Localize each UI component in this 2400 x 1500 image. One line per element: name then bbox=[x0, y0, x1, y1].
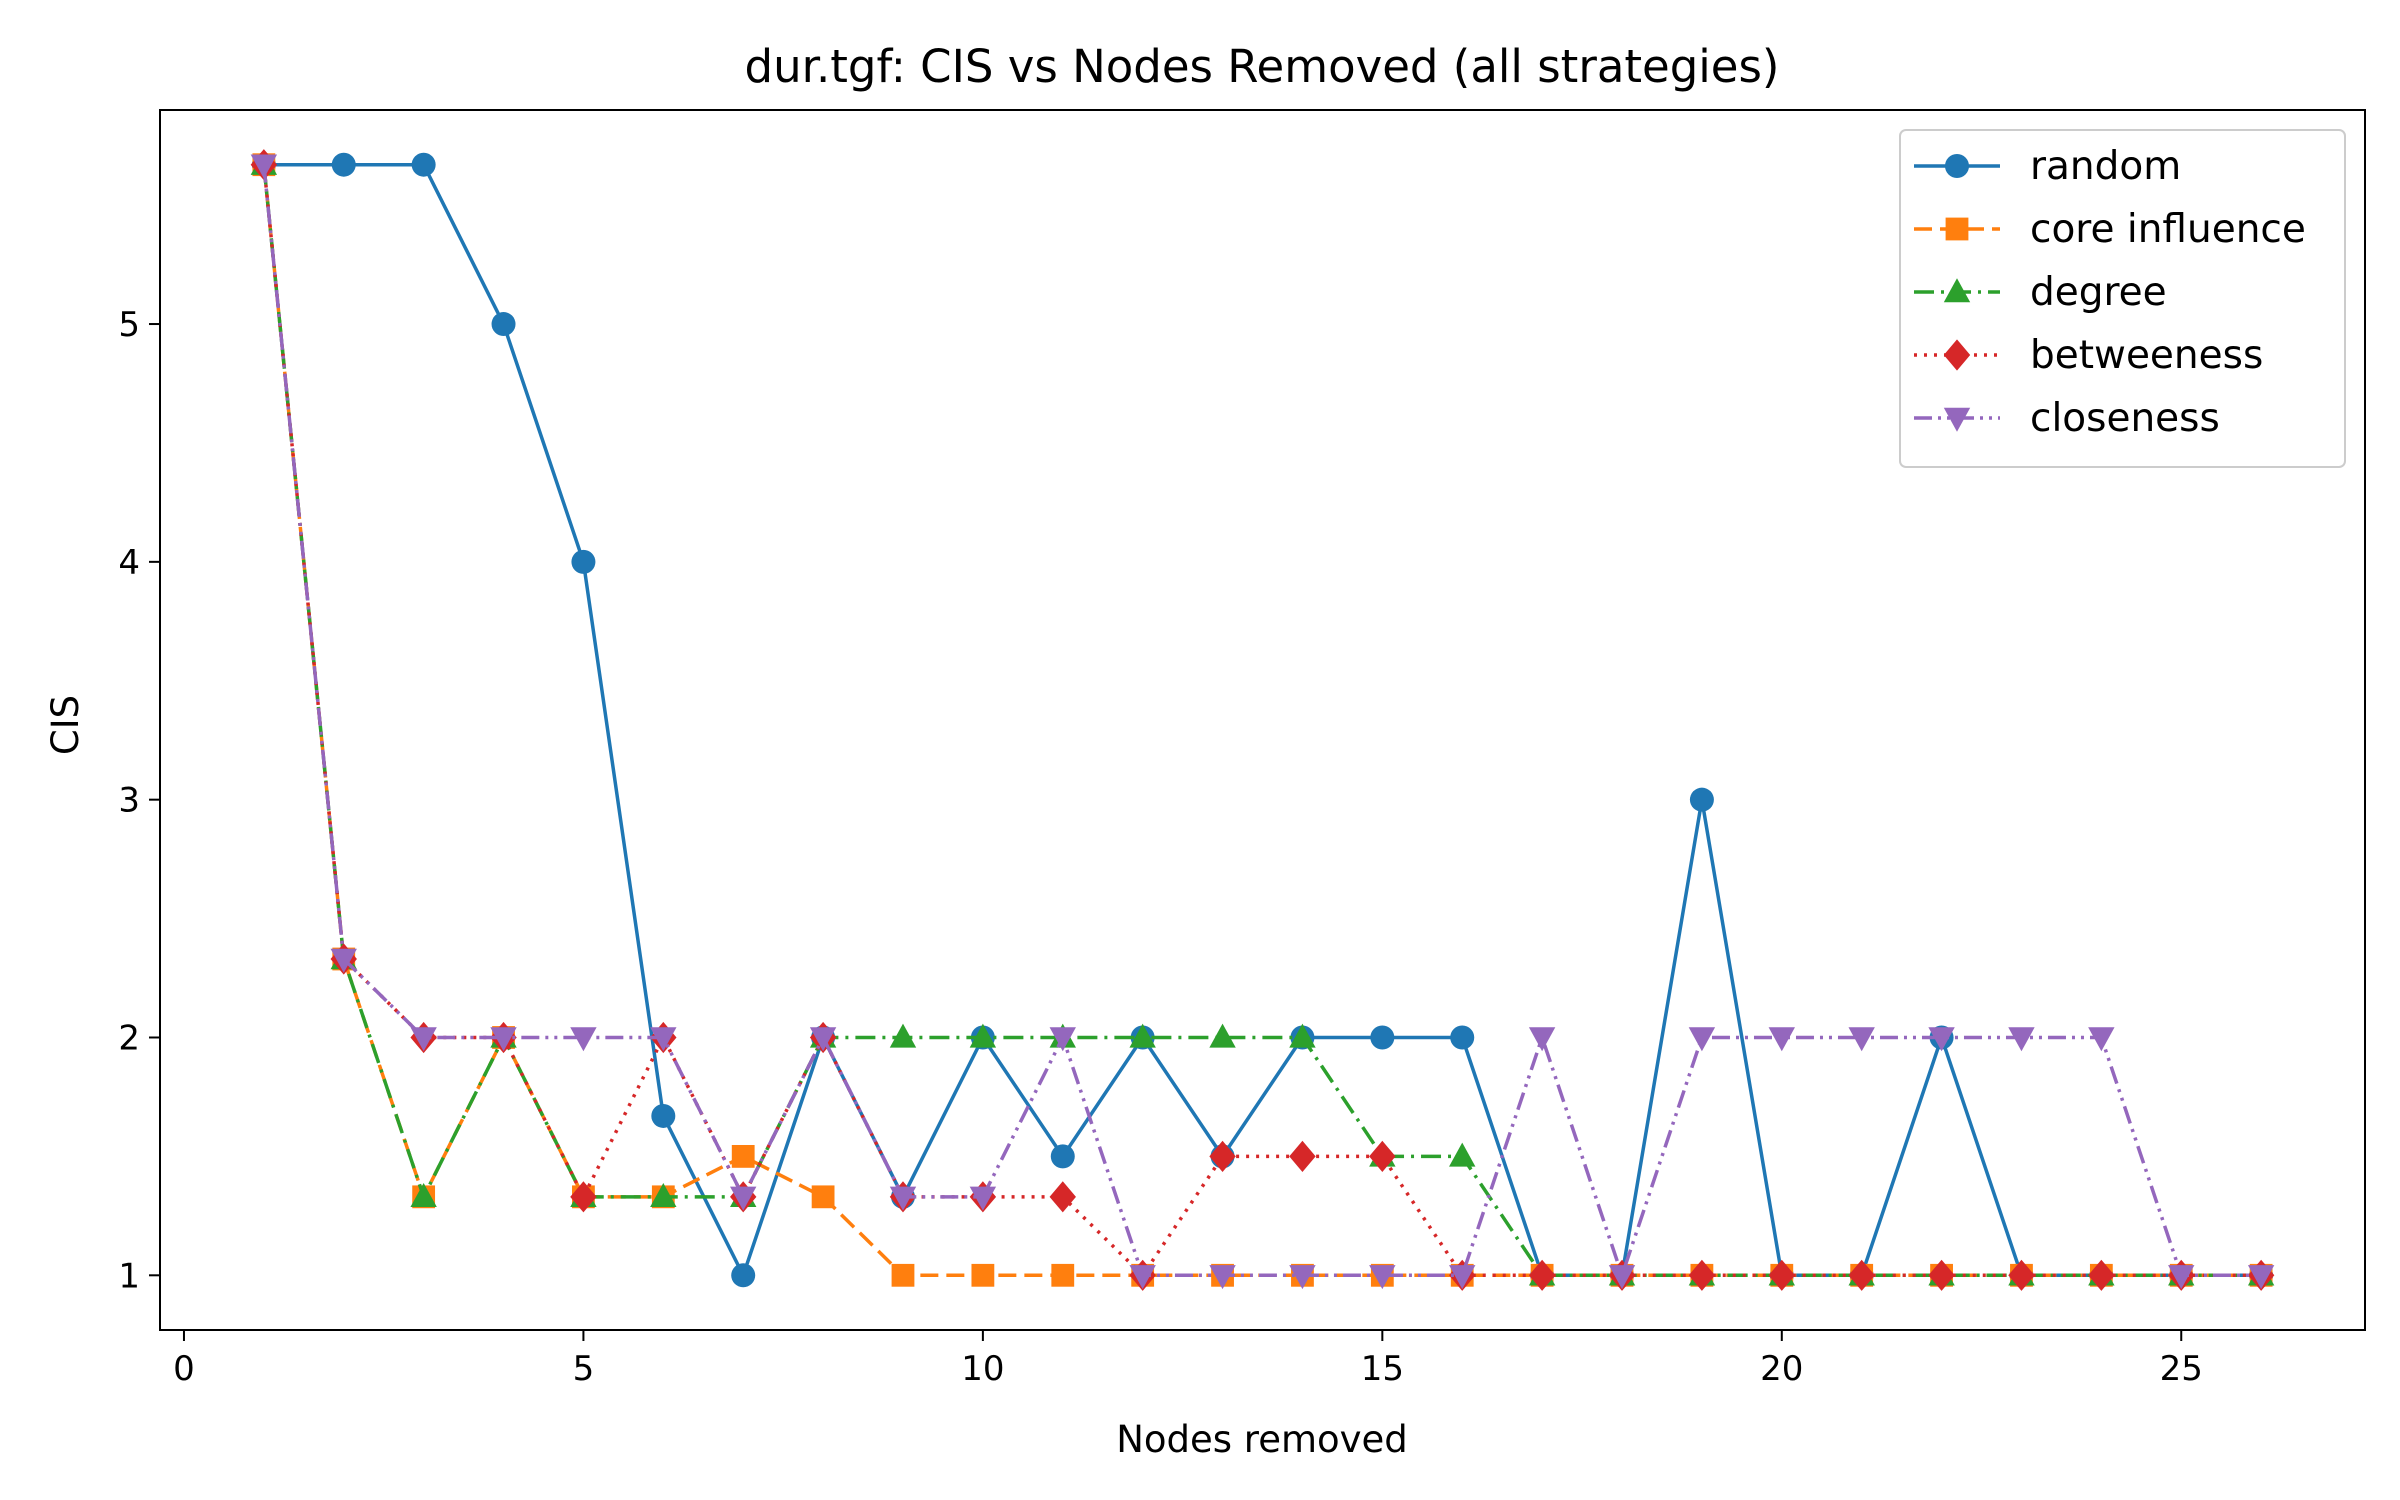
data-point-betweeness bbox=[1369, 1140, 1396, 1172]
legend-marker-core-influence bbox=[1945, 217, 1969, 241]
plot-area: 0 5 10 15 20 25 1 2 3 4 5 bbox=[118, 109, 2366, 1389]
data-point-random bbox=[651, 1103, 676, 1128]
data-point-closeness bbox=[490, 1027, 517, 1052]
data-point-closeness bbox=[410, 1027, 437, 1052]
data-point-closeness bbox=[2008, 1027, 2035, 1052]
data-point-degree bbox=[650, 1183, 677, 1208]
data-point-random bbox=[491, 312, 516, 337]
data-point-core-influence bbox=[811, 1185, 835, 1209]
y-axis-label: CIS bbox=[44, 695, 87, 755]
data-point-betweeness bbox=[1928, 1259, 1955, 1291]
data-point-random bbox=[1450, 1025, 1475, 1050]
x-tick-label: 10 bbox=[961, 1349, 1004, 1389]
data-point-betweeness bbox=[1768, 1259, 1795, 1291]
data-point-closeness bbox=[1449, 1265, 1476, 1290]
data-point-closeness bbox=[809, 1027, 837, 1052]
data-point-closeness bbox=[1129, 1265, 1156, 1290]
legend: random core influence degree betweeness clos… bbox=[1899, 129, 2346, 468]
data-point-closeness bbox=[2247, 1265, 2275, 1290]
data-point-degree bbox=[969, 1023, 997, 1048]
data-point-closeness bbox=[1049, 1027, 1076, 1052]
y-tick-label: 5 bbox=[118, 305, 140, 345]
data-point-closeness bbox=[650, 1027, 677, 1052]
data-point-degree bbox=[1209, 1023, 1236, 1048]
data-point-degree bbox=[1449, 1142, 1476, 1167]
data-point-degree bbox=[1289, 1023, 1316, 1048]
data-point-core-influence bbox=[1051, 1263, 1075, 1287]
series-line-degree bbox=[262, 164, 2262, 1278]
data-point-closeness bbox=[2168, 1265, 2195, 1290]
y-tick-label: 1 bbox=[118, 1256, 140, 1296]
data-point-closeness bbox=[1528, 1027, 1556, 1052]
data-point-closeness bbox=[730, 1186, 757, 1211]
data-point-closeness bbox=[1688, 1027, 1716, 1052]
data-point-closeness bbox=[570, 1027, 597, 1052]
data-point-betweeness bbox=[1848, 1259, 1875, 1291]
axes-frame bbox=[159, 109, 2366, 1331]
x-axis-label: Nodes removed bbox=[1116, 1418, 1408, 1461]
data-point-degree bbox=[410, 1183, 437, 1208]
legend-marker-closeness bbox=[1943, 407, 1971, 432]
legend-label-random: random bbox=[2030, 144, 2181, 189]
data-point-betweeness bbox=[2008, 1259, 2035, 1291]
y-tick-label: 2 bbox=[118, 1018, 140, 1058]
legend-label-betweeness: betweeness bbox=[2030, 333, 2263, 378]
data-point-random bbox=[331, 152, 356, 177]
legend-box bbox=[1899, 129, 2346, 468]
legend-marker-degree bbox=[1943, 278, 1971, 303]
legend-label-closeness: closeness bbox=[2030, 396, 2220, 441]
data-point-random bbox=[1370, 1025, 1395, 1050]
data-point-random bbox=[731, 1263, 756, 1288]
data-point-closeness bbox=[1209, 1265, 1236, 1290]
y-tick-label: 4 bbox=[118, 543, 140, 583]
data-point-random bbox=[571, 549, 596, 574]
data-point-closeness bbox=[1928, 1027, 1955, 1052]
series-line-random bbox=[263, 162, 2262, 1278]
legend-label-core-influence: core influence bbox=[2030, 207, 2306, 252]
data-point-betweeness bbox=[1289, 1140, 1316, 1172]
data-point-closeness bbox=[889, 1186, 917, 1211]
x-tick-label: 5 bbox=[573, 1349, 595, 1389]
x-tick-label: 20 bbox=[1760, 1349, 1803, 1389]
data-point-betweeness bbox=[1688, 1259, 1716, 1291]
data-point-closeness bbox=[1369, 1265, 1396, 1290]
data-point-degree bbox=[1129, 1023, 1156, 1048]
data-point-betweeness bbox=[1049, 1181, 1076, 1213]
data-point-betweeness bbox=[570, 1181, 597, 1213]
legend-marker-random bbox=[1945, 154, 1969, 178]
data-point-betweeness bbox=[1209, 1140, 1236, 1172]
legend-marker-betweeness bbox=[1943, 339, 1971, 371]
data-point-core-influence bbox=[891, 1263, 915, 1287]
data-point-closeness bbox=[1289, 1265, 1316, 1290]
data-point-betweeness bbox=[2088, 1259, 2115, 1291]
x-tick-label: 25 bbox=[2160, 1349, 2203, 1389]
data-point-closeness bbox=[2088, 1027, 2115, 1052]
series-line-closeness bbox=[262, 164, 2262, 1278]
data-point-closeness bbox=[330, 948, 357, 973]
data-point-core-influence bbox=[971, 1263, 995, 1287]
data-point-core-influence bbox=[731, 1144, 755, 1168]
x-tick-label: 15 bbox=[1361, 1349, 1404, 1389]
data-point-closeness bbox=[1768, 1027, 1795, 1052]
data-point-random bbox=[1689, 787, 1714, 812]
data-point-closeness bbox=[1608, 1265, 1636, 1290]
data-point-closeness bbox=[1848, 1027, 1875, 1052]
data-point-betweeness bbox=[1528, 1259, 1556, 1291]
data-point-degree bbox=[889, 1023, 917, 1048]
x-tick-label: 0 bbox=[173, 1349, 195, 1389]
y-tick-label: 3 bbox=[118, 781, 140, 821]
chart-title: dur.tgf: CIS vs Nodes Removed (all strat… bbox=[745, 40, 1780, 93]
data-point-closeness bbox=[250, 154, 278, 179]
legend-label-degree: degree bbox=[2030, 270, 2167, 315]
data-point-random bbox=[411, 152, 436, 177]
data-point-random bbox=[1050, 1144, 1075, 1169]
data-point-closeness bbox=[969, 1186, 997, 1211]
